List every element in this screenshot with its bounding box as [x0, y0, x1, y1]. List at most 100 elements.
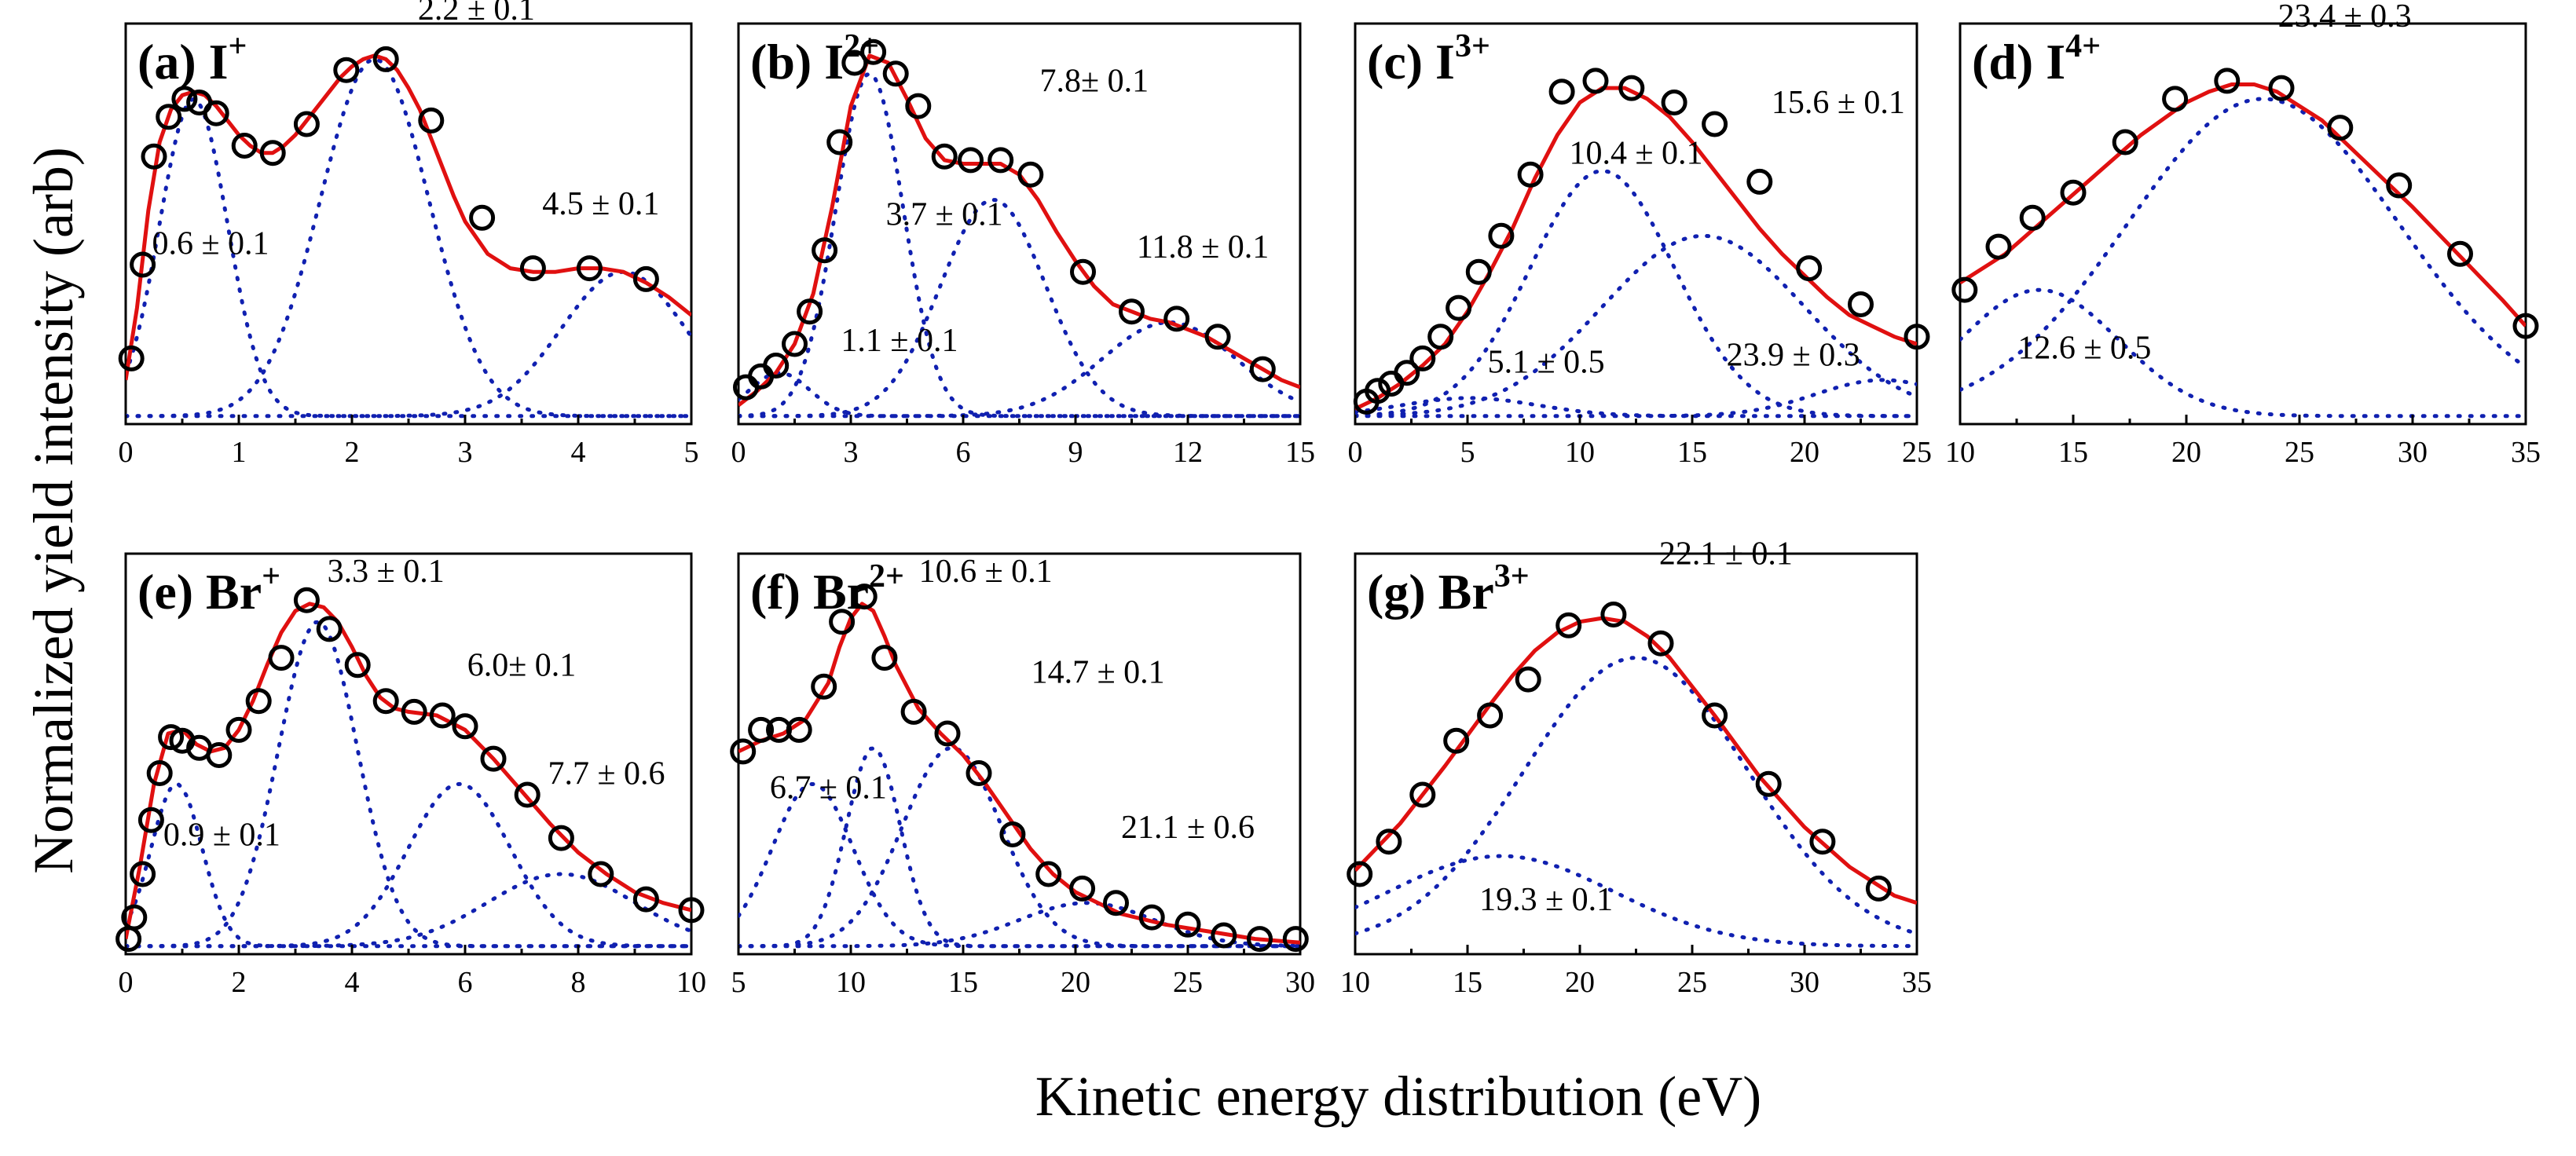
panel-ion: I	[2046, 34, 2065, 90]
peak-annotation: 1.1 ± 0.1	[841, 323, 958, 359]
panel-ion: Br	[813, 564, 869, 620]
component-curve	[738, 371, 1300, 419]
panel-letter: (d)	[1972, 34, 2033, 90]
x-tick-label: 15	[1677, 436, 1707, 469]
data-point	[372, 688, 399, 715]
data-point	[900, 698, 927, 725]
data-point	[1204, 324, 1231, 350]
data-point	[141, 143, 167, 170]
panel-g: 10 15 20 25 30 35 (g) Br3+ 22.1 ± 0.1 19.3 ± 0.1	[1340, 536, 1932, 999]
data-point	[156, 104, 182, 130]
data-point	[2214, 68, 2241, 94]
x-tick-label: 35	[1902, 966, 1932, 999]
x-tick-label: 9	[1068, 436, 1083, 469]
data-point	[206, 742, 233, 768]
panel-charge: 2+	[869, 558, 904, 594]
panel-ion: Br	[206, 564, 262, 620]
data-point	[225, 716, 252, 743]
data-point	[480, 745, 507, 772]
data-point	[469, 204, 496, 231]
data-point	[1427, 324, 1454, 350]
data-point	[203, 100, 229, 126]
data-point	[763, 353, 790, 379]
x-tick-label: 10	[676, 966, 706, 999]
component-curve	[1355, 396, 1917, 419]
data-point	[812, 237, 838, 264]
data-point	[118, 345, 145, 371]
data-point	[1809, 829, 1836, 855]
component-curve	[738, 320, 1300, 419]
data-point	[130, 861, 156, 887]
x-tick-label: 30	[2398, 436, 2428, 469]
data-point	[2447, 240, 2473, 267]
data-point	[1446, 294, 1472, 321]
x-tick-label: 20	[1565, 966, 1595, 999]
data-point	[958, 147, 984, 174]
panel-ion: I	[824, 34, 844, 90]
data-point	[2112, 129, 2138, 155]
data-point	[519, 255, 546, 282]
data-point	[293, 111, 320, 137]
data-point	[1443, 727, 1470, 754]
data-point	[786, 716, 812, 743]
data-point	[158, 724, 185, 751]
data-point	[1985, 233, 2012, 260]
fit-curve	[1355, 616, 1917, 905]
panels: 0 1 2 3 4 5(a) I+2.2 ± 0.10.6 ± 0.14.5 ± 0.10 3…	[115, 0, 2541, 999]
data-point	[137, 807, 164, 833]
data-point	[1211, 922, 1237, 949]
data-point	[1017, 161, 1044, 188]
component-curve	[1355, 378, 1917, 419]
plot-area	[1355, 86, 1917, 419]
x-tick-label: 5	[1460, 436, 1475, 469]
data-point	[2327, 115, 2354, 141]
data-point	[1247, 926, 1273, 953]
data-point	[1409, 781, 1436, 808]
data-point	[1951, 276, 1978, 303]
data-point	[1477, 702, 1504, 729]
data-point	[1548, 79, 1575, 105]
panel-ion: I	[209, 34, 229, 90]
x-tick-label: 2	[345, 436, 360, 469]
panel-charge: 3+	[1494, 558, 1530, 594]
component-curve	[1355, 169, 1917, 419]
x-tick-label: 12	[1173, 436, 1203, 469]
x-tick-label: 25	[1173, 966, 1203, 999]
data-point	[1647, 630, 1674, 657]
data-point	[1904, 324, 1930, 350]
x-tick-label: 10	[1340, 966, 1370, 999]
panel-letter: (f)	[750, 564, 801, 620]
data-point	[841, 49, 868, 76]
panel-ion: Br	[1438, 564, 1494, 620]
panel-title: (g) Br3+	[1367, 558, 1530, 620]
peak-annotation: 0.9 ± 0.1	[163, 817, 280, 853]
data-point	[130, 251, 156, 278]
x-tick-label: 35	[2511, 436, 2541, 469]
panel-charge: +	[262, 558, 280, 594]
data-point	[231, 133, 258, 159]
fit-curve	[1960, 82, 2526, 327]
component-curve	[126, 620, 691, 949]
data-point	[2268, 75, 2295, 101]
x-tick-label: 30	[1285, 966, 1315, 999]
x-tick-label: 15	[948, 966, 978, 999]
x-tick-label: 8	[571, 966, 586, 999]
data-point	[1035, 861, 1062, 887]
panel-title: (b) I2+	[750, 28, 879, 90]
component-curve	[1960, 97, 2526, 392]
panel-c: 0 5 10 15 20 25 (c) I3+ 15.6 ± 0.1 10.4 ± 0.1 5.1 …	[1348, 22, 1932, 469]
data-point	[988, 147, 1014, 174]
x-tick-label: 4	[345, 966, 360, 999]
data-point	[333, 57, 360, 83]
x-tick-label: 0	[1348, 436, 1363, 469]
data-point	[418, 107, 445, 134]
data-point	[1582, 68, 1609, 94]
plot-area	[1355, 616, 1917, 949]
component-curve	[738, 198, 1300, 419]
peak-annotation: 14.7 ± 0.1	[1031, 655, 1165, 691]
panel-charge: 3+	[1455, 28, 1490, 64]
peak-annotation: 0.6 ± 0.1	[152, 225, 269, 262]
data-point	[2386, 172, 2413, 199]
data-point	[429, 702, 456, 729]
